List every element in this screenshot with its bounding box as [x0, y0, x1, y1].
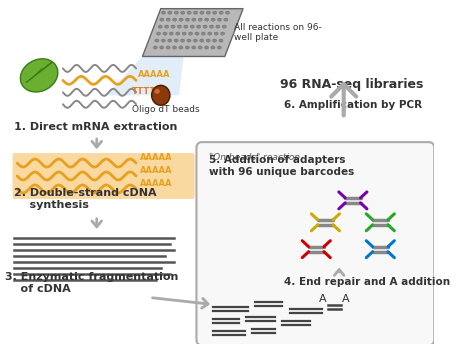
Ellipse shape: [168, 11, 172, 14]
Ellipse shape: [168, 39, 172, 42]
Ellipse shape: [219, 11, 223, 14]
Ellipse shape: [197, 25, 201, 28]
Ellipse shape: [158, 25, 162, 28]
Ellipse shape: [174, 11, 178, 14]
Ellipse shape: [182, 32, 186, 35]
Text: "On beads" reaction: "On beads" reaction: [209, 153, 301, 162]
Ellipse shape: [181, 11, 185, 14]
Ellipse shape: [184, 25, 188, 28]
Polygon shape: [106, 57, 183, 95]
Ellipse shape: [189, 32, 192, 35]
Text: AAAAA: AAAAA: [138, 70, 171, 79]
Ellipse shape: [179, 18, 183, 21]
Ellipse shape: [166, 46, 170, 49]
Text: AAAAA: AAAAA: [140, 179, 172, 188]
Ellipse shape: [179, 46, 183, 49]
Ellipse shape: [206, 39, 210, 42]
FancyBboxPatch shape: [13, 153, 195, 199]
Ellipse shape: [216, 25, 220, 28]
Ellipse shape: [198, 18, 202, 21]
Ellipse shape: [200, 39, 204, 42]
Ellipse shape: [185, 46, 189, 49]
Ellipse shape: [164, 25, 169, 28]
Ellipse shape: [203, 25, 207, 28]
Ellipse shape: [217, 46, 221, 49]
Ellipse shape: [166, 18, 170, 21]
Ellipse shape: [210, 25, 213, 28]
Text: A: A: [319, 295, 327, 305]
Ellipse shape: [173, 18, 177, 21]
Ellipse shape: [181, 39, 184, 42]
FancyBboxPatch shape: [196, 142, 434, 345]
Text: TTTTT: TTTTT: [131, 87, 162, 96]
Text: AAAAA: AAAAA: [140, 153, 172, 162]
Ellipse shape: [187, 11, 191, 14]
Ellipse shape: [156, 32, 161, 35]
Ellipse shape: [222, 25, 226, 28]
Ellipse shape: [174, 39, 178, 42]
Ellipse shape: [192, 18, 196, 21]
Ellipse shape: [190, 25, 194, 28]
Text: 5. Addition of adapters
with 96 unique barcodes: 5. Addition of adapters with 96 unique b…: [209, 155, 355, 177]
Ellipse shape: [195, 32, 199, 35]
Text: All reactions on 96-
well plate: All reactions on 96- well plate: [234, 23, 322, 42]
Text: AAAAA: AAAAA: [140, 166, 172, 175]
Ellipse shape: [226, 11, 229, 14]
Ellipse shape: [211, 18, 215, 21]
Ellipse shape: [160, 18, 164, 21]
Ellipse shape: [162, 11, 165, 14]
Ellipse shape: [214, 32, 218, 35]
Circle shape: [152, 85, 170, 105]
Ellipse shape: [211, 46, 215, 49]
Ellipse shape: [193, 11, 198, 14]
Ellipse shape: [204, 46, 209, 49]
Ellipse shape: [212, 39, 217, 42]
Polygon shape: [143, 9, 243, 57]
Ellipse shape: [201, 32, 205, 35]
Ellipse shape: [205, 18, 209, 21]
Text: 96 RNA-seq libraries: 96 RNA-seq libraries: [280, 78, 423, 91]
Ellipse shape: [198, 46, 202, 49]
Ellipse shape: [213, 11, 217, 14]
Ellipse shape: [161, 39, 165, 42]
Text: 6. Amplification by PCR: 6. Amplification by PCR: [284, 100, 422, 110]
Ellipse shape: [155, 89, 160, 94]
Text: 4. End repair and A addition: 4. End repair and A addition: [284, 277, 450, 287]
Ellipse shape: [185, 18, 190, 21]
Ellipse shape: [176, 32, 180, 35]
Ellipse shape: [20, 59, 58, 92]
Ellipse shape: [218, 18, 221, 21]
Ellipse shape: [160, 46, 164, 49]
Text: 1. Direct mRNA extraction: 1. Direct mRNA extraction: [14, 122, 178, 132]
Ellipse shape: [177, 25, 182, 28]
Ellipse shape: [169, 32, 173, 35]
Ellipse shape: [191, 46, 196, 49]
Text: A: A: [342, 295, 349, 305]
Ellipse shape: [200, 11, 204, 14]
Ellipse shape: [155, 39, 159, 42]
Ellipse shape: [163, 32, 167, 35]
Text: Oligo dT beads: Oligo dT beads: [131, 105, 199, 114]
Ellipse shape: [208, 32, 212, 35]
Ellipse shape: [219, 39, 223, 42]
Ellipse shape: [153, 46, 157, 49]
Ellipse shape: [171, 25, 175, 28]
Text: 2. Double-strand cDNA
    synthesis: 2. Double-strand cDNA synthesis: [14, 188, 157, 210]
Ellipse shape: [193, 39, 197, 42]
Text: 3. Enzymatic fragmentation
    of cDNA: 3. Enzymatic fragmentation of cDNA: [5, 272, 179, 294]
Ellipse shape: [173, 46, 176, 49]
Ellipse shape: [224, 18, 228, 21]
Ellipse shape: [187, 39, 191, 42]
Ellipse shape: [220, 32, 225, 35]
Ellipse shape: [206, 11, 210, 14]
